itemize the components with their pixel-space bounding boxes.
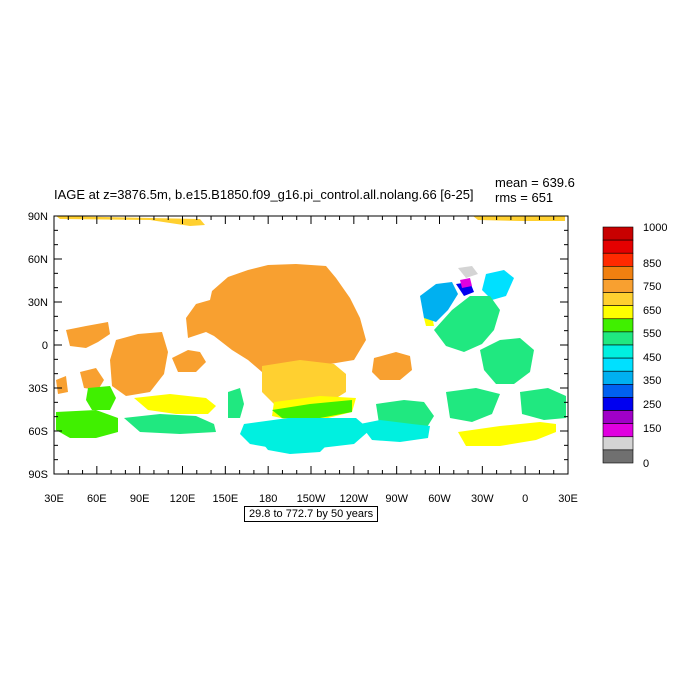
lat-label: 60N: [28, 254, 48, 266]
colorbar-label: 850: [643, 258, 661, 270]
lon-label: 90E: [130, 493, 150, 505]
field-atlantic-north-gray: [458, 266, 478, 278]
lon-label: 0: [522, 493, 528, 505]
colorbar-swatch: [602, 397, 634, 411]
colorbar-swatch: [602, 239, 634, 254]
field-atlantic-north-purple: [460, 278, 472, 288]
lon-label: 120E: [170, 493, 196, 505]
colorbar-label: 450: [643, 352, 661, 364]
colorbar-swatch: [602, 305, 634, 320]
field-green-south-indian-3: [124, 414, 216, 434]
lon-label: 90W: [385, 493, 408, 505]
field-atlantic-green-east: [520, 388, 566, 420]
field-yellow-indian: [134, 394, 216, 414]
colorbar-label: 0: [643, 458, 649, 470]
colorbar-label: 650: [643, 305, 661, 317]
lon-label: 180: [259, 493, 277, 505]
colorbar-swatch: [602, 410, 634, 424]
map-title: IAGE at z=3876.5m, b.e15.B1850.f09_g16.p…: [54, 187, 474, 202]
field-arctic-north-right: [473, 216, 565, 221]
colorbar-swatch: [602, 252, 634, 267]
lon-label: 60W: [428, 493, 451, 505]
latitude-labels: 90N 60N 30N 0 30S 60S 90S: [28, 211, 48, 481]
colorbar-swatch: [602, 357, 634, 372]
field-atlantic-green-main: [434, 296, 500, 352]
colorbar-swatch: [602, 384, 634, 398]
colorbar-swatch: [602, 449, 634, 464]
colorbar-label: 750: [643, 281, 661, 293]
field-indian-orange-4: [56, 376, 68, 394]
field-green-southwest-pacific: [228, 388, 244, 418]
field-atlantic-north-blue: [420, 282, 458, 322]
field-indian-orange-3: [80, 368, 104, 390]
field-southern-cyan-2: [260, 440, 326, 454]
colorbar-label: 1000: [643, 222, 667, 234]
field-green-pacific-south: [272, 400, 352, 418]
lon-label: 30W: [471, 493, 494, 505]
colorbar-label: 550: [643, 328, 661, 340]
field-green-south-indian-1: [86, 386, 116, 410]
lat-label: 90S: [28, 469, 48, 481]
colorbar-swatch: [602, 226, 634, 241]
colorbar-label: 250: [643, 399, 661, 411]
colorbar-swatch: [602, 331, 634, 346]
colorbar-swatch: [602, 292, 634, 306]
field-indian-orange-1: [66, 322, 110, 348]
field-pacific-orange: [186, 264, 366, 374]
lat-label: 60S: [28, 426, 48, 438]
latitude-ticks: [54, 215, 568, 475]
field-south-pacific-lightorange: [262, 360, 346, 406]
contour-range-note: 29.8 to 772.7 by 50 years: [244, 506, 379, 522]
colorbar-swatch: [602, 266, 634, 280]
lon-label: 150W: [297, 493, 326, 505]
rms-stat: rms = 651: [495, 190, 554, 205]
colorbar-labels: 1000 850 750 650 550 450 350 250 150 0: [643, 222, 667, 470]
lon-label: 60E: [87, 493, 107, 505]
colorbar: [602, 226, 634, 464]
lat-label: 30N: [28, 297, 48, 309]
map-data-fields: [56, 216, 566, 454]
field-indian-orange-5: [172, 350, 206, 372]
colorbar-label: 150: [643, 423, 661, 435]
colorbar-swatch: [602, 423, 634, 438]
lat-label: 90N: [28, 211, 48, 223]
colorbar-swatch: [602, 279, 634, 293]
field-atlantic-north-cyan: [482, 270, 514, 300]
lon-label: 120W: [339, 493, 368, 505]
lat-label: 0: [42, 340, 48, 352]
field-atlantic-green-lower: [446, 388, 500, 422]
lon-label: 30E: [44, 493, 64, 505]
mean-stat: mean = 639.6: [495, 175, 575, 190]
lat-label: 30S: [28, 383, 48, 395]
longitude-ticks: [53, 216, 569, 474]
field-southern-cyan-3: [360, 420, 430, 442]
colorbar-swatch: [602, 436, 634, 451]
colorbar-label: 350: [643, 375, 661, 387]
colorbar-swatch: [602, 344, 634, 359]
field-indian-orange-2: [110, 332, 168, 396]
field-peru-orange: [372, 352, 412, 380]
field-green-south-indian-2: [56, 410, 118, 438]
field-atlantic-green-south: [480, 338, 534, 384]
colorbar-swatch: [602, 370, 634, 385]
field-yellow-southatlantic: [458, 422, 556, 446]
lon-label: 150E: [212, 493, 238, 505]
longitude-labels: 30E 60E 90E 120E 150E 180 150W 120W 90W 60W 30W 0 30…: [44, 493, 578, 505]
colorbar-swatch: [602, 318, 634, 333]
lon-label: 30E: [558, 493, 578, 505]
